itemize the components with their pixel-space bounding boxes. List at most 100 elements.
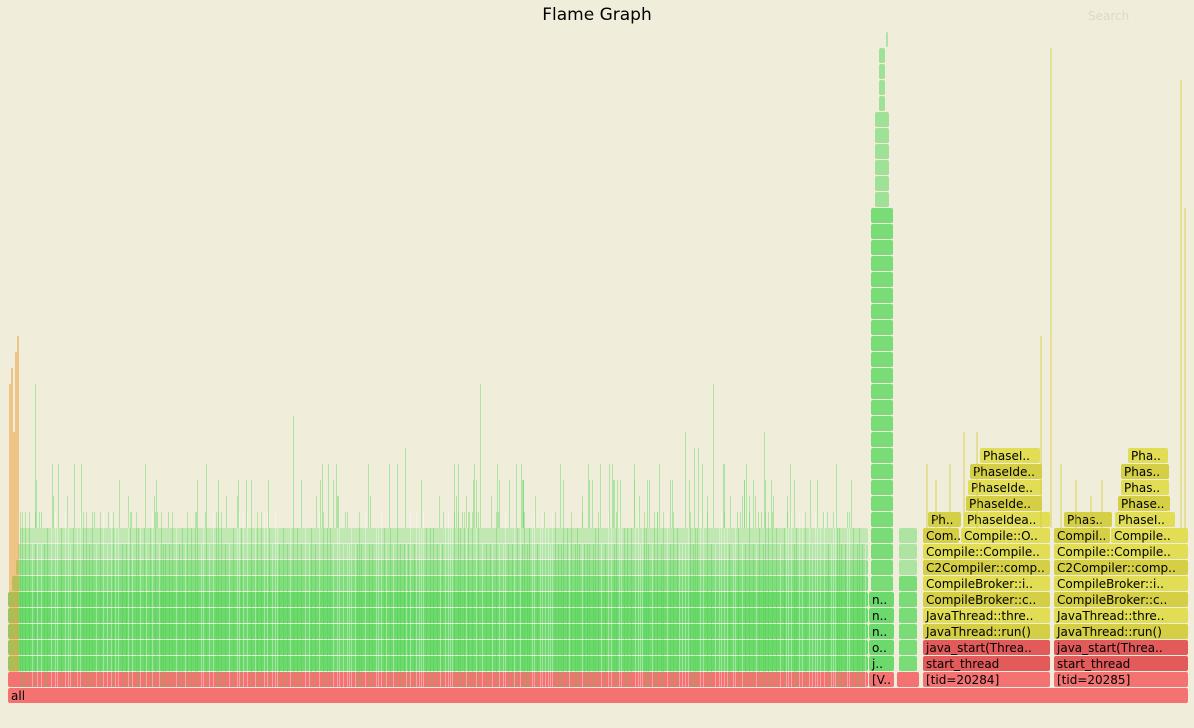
frame-tower[interactable]: [871, 288, 893, 303]
frame-sliver[interactable]: [520, 528, 521, 687]
frame-spike[interactable]: [600, 464, 601, 528]
frame-sliver[interactable]: [679, 544, 680, 687]
frame-tower[interactable]: [871, 432, 893, 447]
thread-a-frame[interactable]: PhaseIde..: [968, 480, 1042, 495]
frame-spike[interactable]: [563, 480, 564, 528]
frame-spike[interactable]: [154, 496, 155, 528]
frame-sliver[interactable]: [111, 512, 112, 687]
frame-sliver[interactable]: [201, 544, 202, 687]
frame-spike[interactable]: [389, 464, 390, 528]
frame-spike[interactable]: [497, 464, 498, 528]
frame-sliver[interactable]: [128, 512, 129, 687]
frame-spike[interactable]: [474, 464, 475, 528]
frame-sliver[interactable]: [719, 528, 720, 687]
frame-column[interactable]: [899, 560, 917, 575]
frame-sliver[interactable]: [426, 528, 427, 687]
thread-a-frame[interactable]: JavaThread::thre..: [923, 608, 1050, 623]
frame-sliver[interactable]: [837, 528, 838, 687]
frame-spike[interactable]: [702, 464, 703, 528]
frame-sliver[interactable]: [593, 544, 594, 687]
frame-sliver[interactable]: [555, 512, 556, 687]
frame-spike[interactable]: [347, 512, 348, 528]
frame-spike[interactable]: [156, 480, 157, 528]
frame-spike[interactable]: [544, 512, 545, 528]
frame-spike[interactable]: [9, 384, 11, 672]
frame-spike[interactable]: [466, 496, 467, 528]
frame-sliver[interactable]: [218, 512, 219, 687]
frame-sliver[interactable]: [707, 512, 708, 687]
frame-tower[interactable]: [871, 368, 893, 383]
frame-sliver[interactable]: [614, 544, 615, 687]
frame-sliver[interactable]: [287, 544, 288, 687]
frame-sliver[interactable]: [841, 544, 842, 687]
frame-sliver[interactable]: [508, 544, 509, 687]
frame-sliver[interactable]: [763, 544, 764, 687]
frame-spike[interactable]: [589, 480, 590, 528]
frame-sliver[interactable]: [376, 528, 377, 687]
frame-sliver[interactable]: [261, 512, 262, 687]
frame-spike[interactable]: [761, 512, 762, 528]
frame-spike[interactable]: [491, 496, 492, 528]
frame-spike[interactable]: [685, 432, 686, 528]
frame-sliver[interactable]: [661, 544, 662, 687]
frame-sliver[interactable]: [305, 528, 306, 687]
frame-sliver[interactable]: [635, 528, 636, 687]
frame-sliver[interactable]: [37, 544, 38, 687]
frame-spike[interactable]: [462, 512, 463, 528]
frame-sliver[interactable]: [552, 512, 553, 687]
frame-tower[interactable]: [875, 128, 889, 143]
frame-spike[interactable]: [1180, 80, 1182, 528]
frame-sliver[interactable]: [237, 512, 238, 687]
frame-sliver[interactable]: [365, 512, 366, 687]
frame-sliver[interactable]: [96, 544, 97, 687]
frame-sliver[interactable]: [80, 512, 81, 687]
thread-b-frame[interactable]: JavaThread::run(): [1054, 624, 1188, 639]
frame-column[interactable]: [899, 640, 917, 655]
frame-sliver[interactable]: [275, 512, 276, 687]
frame-sliver[interactable]: [670, 544, 671, 687]
frame-column[interactable]: [899, 592, 917, 607]
frame-sliver[interactable]: [140, 528, 141, 687]
frame-tower[interactable]: [871, 480, 893, 495]
frame-sliver[interactable]: [499, 544, 500, 687]
frame-sliver[interactable]: [608, 512, 609, 687]
frame-tower[interactable]: [871, 528, 893, 543]
frame-sliver[interactable]: [835, 512, 836, 687]
frame-spike[interactable]: [13, 432, 15, 672]
frame-sliver[interactable]: [257, 512, 258, 687]
frame-tower[interactable]: [871, 448, 893, 463]
frame-spike[interactable]: [535, 496, 536, 528]
frame-spike[interactable]: [206, 464, 207, 528]
frame-sliver[interactable]: [545, 528, 546, 687]
frame-sliver[interactable]: [756, 544, 757, 687]
frame-spike[interactable]: [634, 480, 635, 528]
frame-sliver[interactable]: [144, 528, 145, 687]
frame-sliver[interactable]: [448, 512, 449, 687]
frame-sliver[interactable]: [460, 528, 461, 687]
frame-spike[interactable]: [336, 464, 337, 528]
frame-spike[interactable]: [52, 464, 53, 528]
frame-spike[interactable]: [454, 464, 455, 528]
frame-sliver[interactable]: [297, 528, 298, 687]
frame-sliver[interactable]: [361, 544, 362, 687]
frame-spike[interactable]: [128, 496, 129, 528]
frame-sliver[interactable]: [279, 544, 280, 687]
frame-sliver[interactable]: [179, 544, 180, 687]
thread-a-tid[interactable]: [tid=20284]: [923, 672, 1050, 687]
thread-b-frame[interactable]: java_start(Threa..: [1054, 640, 1188, 655]
thread-a-frame[interactable]: CompileBroker::c..: [923, 592, 1050, 607]
frame-sliver[interactable]: [163, 544, 164, 687]
frame-spike[interactable]: [730, 496, 731, 528]
frame-sliver[interactable]: [283, 528, 284, 687]
frame-sliver[interactable]: [537, 544, 538, 687]
frame-sliver[interactable]: [569, 544, 570, 687]
thread-b-frame[interactable]: Compile..: [1111, 528, 1188, 543]
frame-spike[interactable]: [499, 480, 500, 528]
frame-spike[interactable]: [758, 512, 759, 528]
thread-a-frame[interactable]: JavaThread::run(): [923, 624, 1050, 639]
frame-spike[interactable]: [368, 464, 369, 528]
frame-sliver[interactable]: [514, 528, 515, 687]
frame-tower[interactable]: [871, 304, 893, 319]
frame-spike[interactable]: [659, 464, 660, 528]
frame-sliver[interactable]: [225, 544, 226, 687]
